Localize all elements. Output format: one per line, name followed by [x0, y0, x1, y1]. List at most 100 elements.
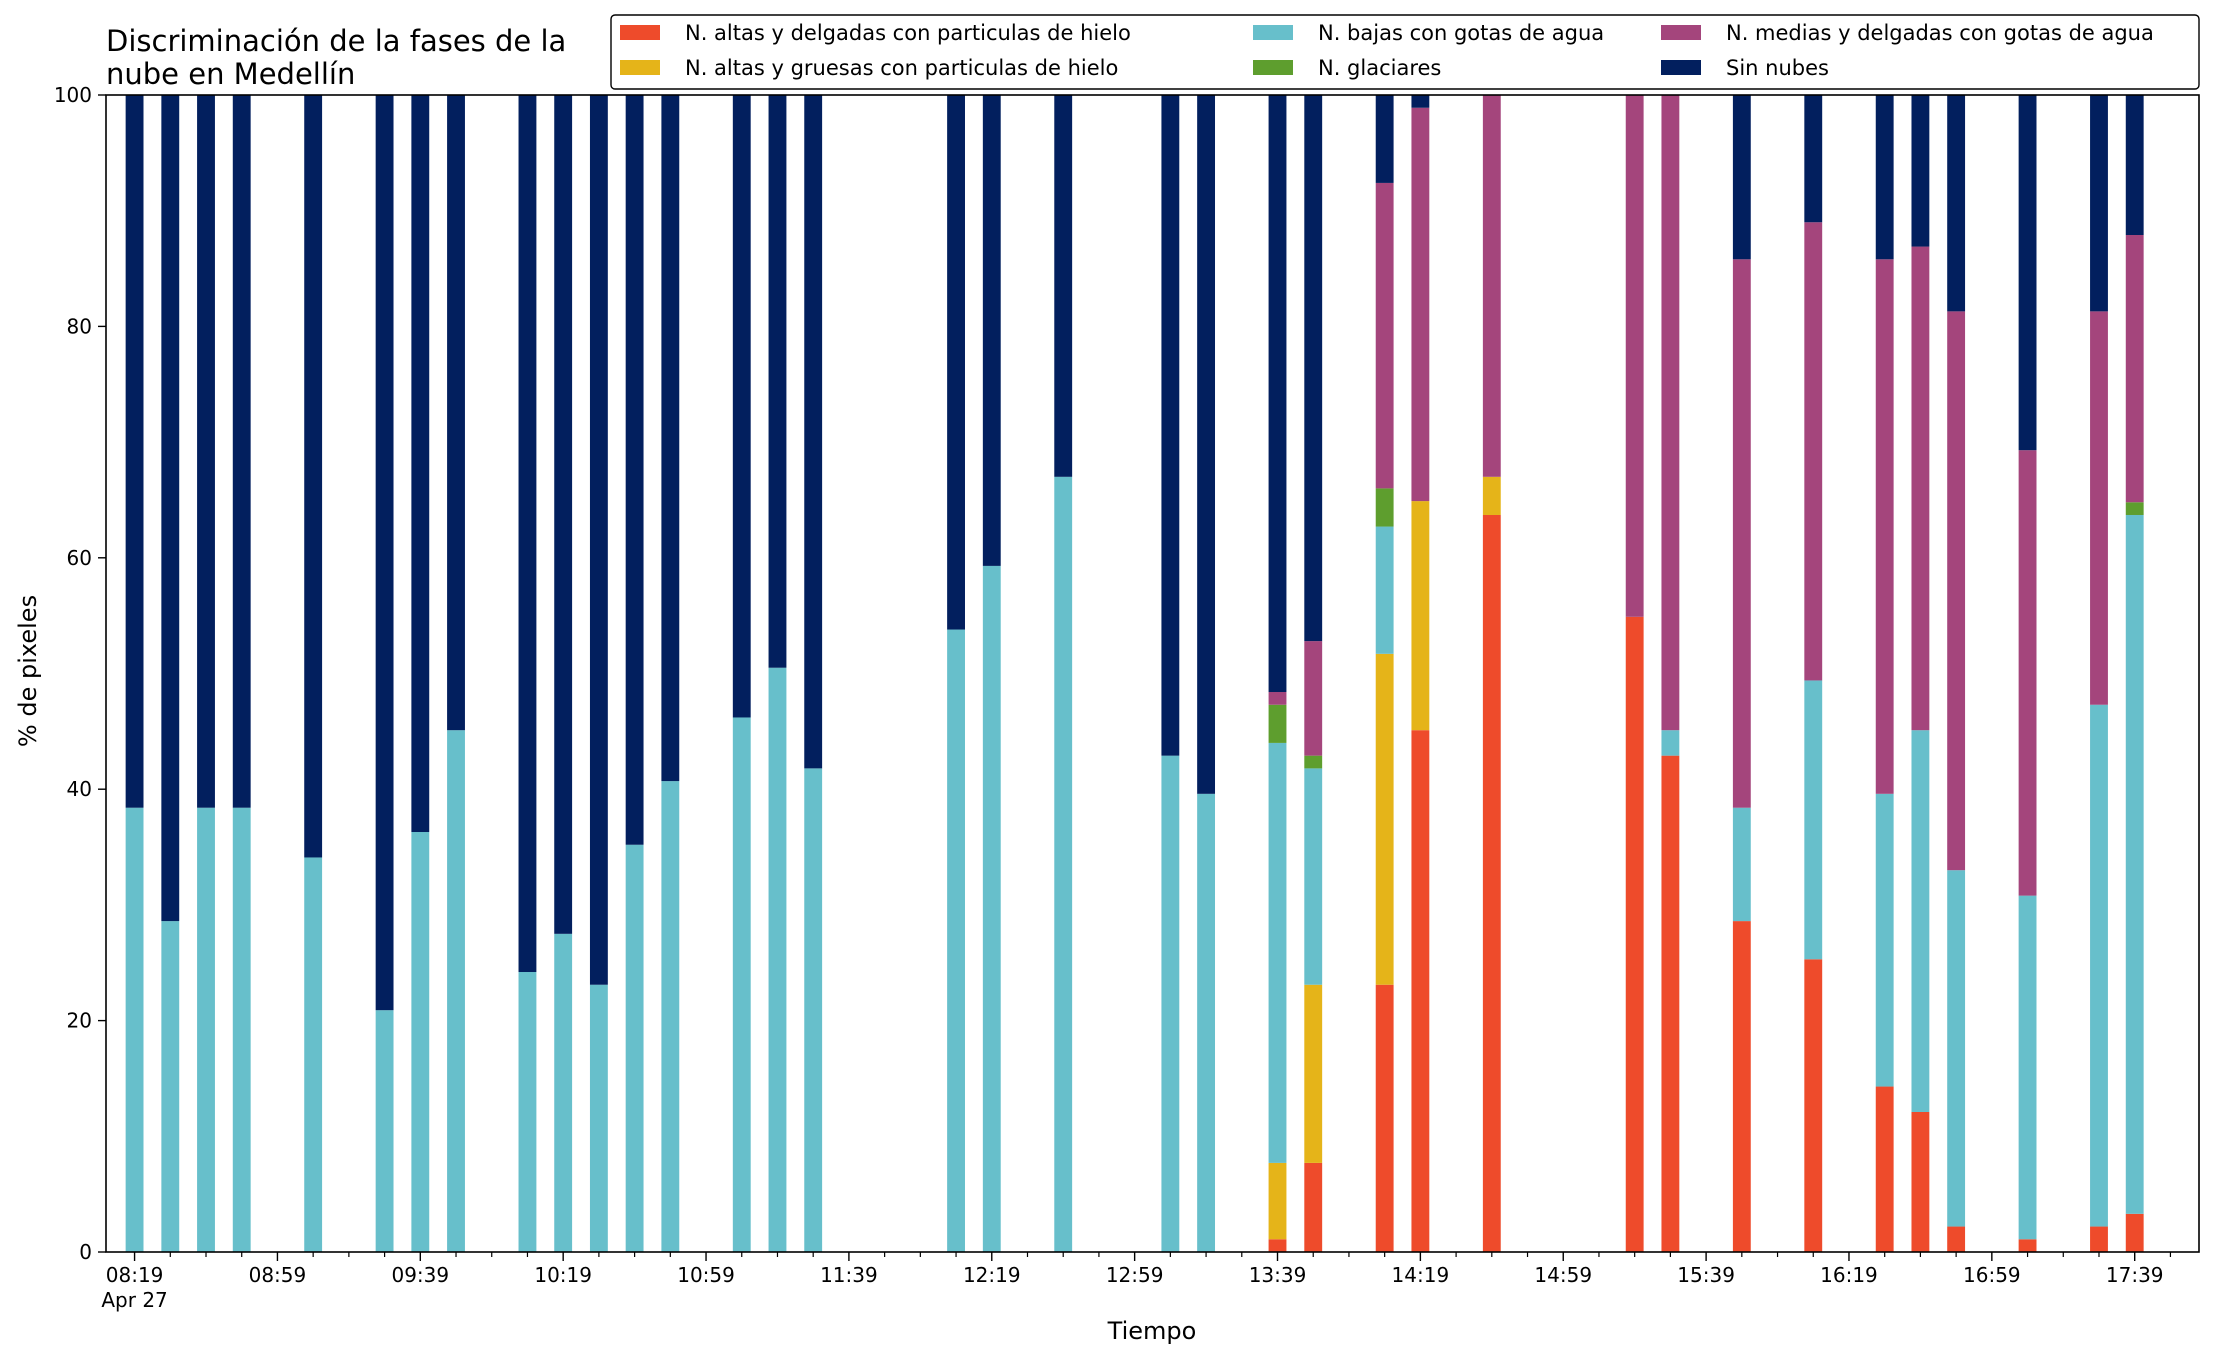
bar-stack — [1911, 95, 1930, 1252]
bar-segment — [1661, 95, 1680, 731]
bars-layer — [125, 95, 2144, 1252]
bar-segment — [661, 781, 680, 1252]
legend-swatch — [620, 60, 660, 75]
bar-segment — [1268, 692, 1287, 705]
bar-segment — [1947, 95, 1966, 312]
bar-segment — [1661, 730, 1680, 756]
bar-segment — [1482, 514, 1501, 1252]
bar-stack — [1054, 95, 1073, 1252]
y-tick-label: 0 — [79, 1240, 92, 1264]
bar-segment — [304, 857, 323, 1252]
y-tick-label: 20 — [67, 1009, 92, 1033]
bar-segment — [1482, 476, 1501, 515]
bar-segment — [1375, 653, 1394, 985]
legend-label: N. altas y delgadas con particulas de hi… — [685, 21, 1131, 45]
legend-label: N. medias y delgadas con gotas de agua — [1726, 21, 2154, 45]
bar-segment — [625, 844, 644, 1252]
bar-segment — [1161, 755, 1180, 1252]
bar-segment — [1268, 704, 1287, 743]
y-tick-label: 60 — [67, 546, 92, 570]
bar-segment — [1911, 95, 1930, 247]
bar-segment — [1732, 807, 1751, 922]
bar-segment — [1411, 730, 1430, 1252]
bar-segment — [1804, 222, 1823, 681]
bar-segment — [2018, 95, 2037, 451]
bar-segment — [768, 667, 787, 1252]
bar-stack — [1197, 95, 1216, 1252]
bar-segment — [2018, 450, 2037, 896]
bar-segment — [1054, 476, 1073, 1252]
legend-item: Sin nubes — [1661, 56, 1829, 80]
legend: N. altas y delgadas con particulas de hi… — [610, 14, 2200, 90]
bar-segment — [1804, 680, 1823, 960]
bar-segment — [1304, 984, 1323, 1163]
bar-segment — [1304, 768, 1323, 985]
bar-segment — [1268, 742, 1287, 1163]
bar-segment — [1875, 793, 1894, 1087]
chart-title-line-1: Discriminación de la fases de la — [106, 24, 566, 58]
bar-segment — [232, 95, 251, 808]
bar-segment — [411, 832, 430, 1252]
x-tick-label: 10:19 — [534, 1263, 592, 1287]
bar-segment — [1625, 95, 1644, 617]
bar-stack — [1304, 95, 1323, 1252]
bar-segment — [661, 95, 680, 782]
bar-segment — [554, 95, 573, 934]
bar-segment — [1947, 311, 1966, 871]
bar-stack — [232, 95, 251, 1252]
plot-frame — [105, 94, 2200, 1253]
x-tick-label: 08:19 — [106, 1263, 164, 1287]
bar-stack — [589, 95, 608, 1252]
bar-segment — [197, 95, 215, 808]
bar-segment — [1911, 730, 1930, 1112]
legend-item: N. altas y gruesas con particulas de hie… — [620, 56, 1118, 80]
bar-stack — [1947, 95, 1966, 1252]
bar-stack — [804, 95, 823, 1252]
bar-segment — [2125, 514, 2144, 1214]
bar-segment — [2090, 1226, 2108, 1252]
bar-segment — [1375, 182, 1394, 489]
x-tick-label: 14:59 — [1534, 1263, 1592, 1287]
bar-segment — [1875, 1086, 1894, 1252]
bar-segment — [232, 807, 251, 1252]
bar-stack — [125, 95, 144, 1252]
x-tick-label: 17:39 — [2106, 1263, 2164, 1287]
bar-stack — [1411, 95, 1430, 1252]
x-axis-label: Tiempo — [1107, 1317, 1197, 1345]
bar-segment — [1268, 1162, 1287, 1240]
bar-segment — [2125, 1213, 2144, 1252]
bar-segment — [1411, 501, 1430, 731]
x-tick-label: 16:19 — [1820, 1263, 1878, 1287]
bar-segment — [1268, 1239, 1287, 1252]
bar-stack — [2090, 95, 2108, 1252]
bar-segment — [304, 95, 323, 858]
y-axis-label: % de pixeles — [14, 595, 42, 747]
bar-stack — [661, 95, 680, 1252]
bar-stack — [732, 95, 751, 1252]
bar-stack — [1482, 95, 1501, 1252]
bar-segment — [1482, 95, 1501, 477]
bar-segment — [589, 95, 608, 985]
bar-stack — [375, 95, 394, 1252]
bar-segment — [161, 921, 180, 1252]
x-tick-label: 16:59 — [1963, 1263, 2021, 1287]
bar-segment — [1268, 95, 1287, 693]
bar-stack — [1875, 95, 1894, 1252]
bar-segment — [2018, 895, 2037, 1240]
bar-segment — [1947, 1226, 1966, 1252]
bar-segment — [1375, 984, 1394, 1252]
legend-item: N. glaciares — [1253, 56, 1441, 80]
bar-segment — [125, 807, 144, 1252]
bar-segment — [1875, 259, 1894, 794]
y-tick-label: 40 — [67, 777, 92, 801]
bar-segment — [1054, 95, 1073, 477]
bar-segment — [804, 768, 823, 1252]
bar-segment — [2090, 95, 2108, 312]
bar-segment — [1375, 526, 1394, 654]
bar-stack — [304, 95, 323, 1252]
bar-segment — [1875, 95, 1894, 260]
bar-segment — [1304, 641, 1323, 756]
bar-segment — [447, 730, 465, 1252]
bar-stack — [447, 95, 465, 1252]
